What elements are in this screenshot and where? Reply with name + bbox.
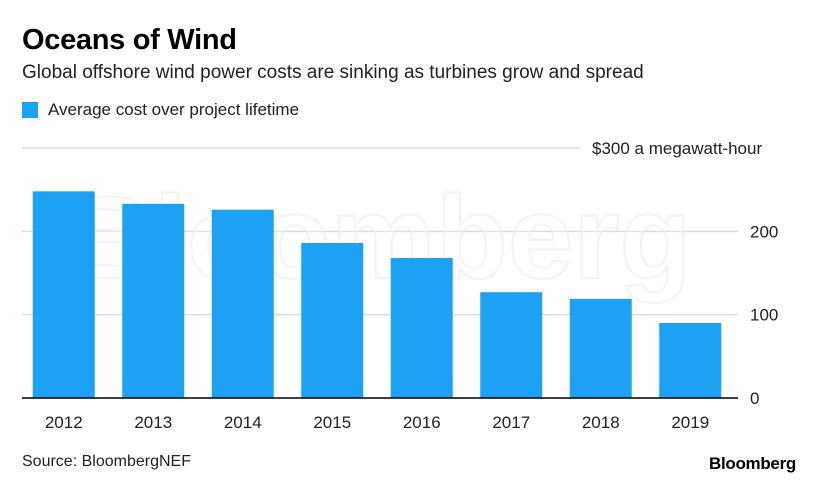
y-tick-label: $300 a megawatt-hour (592, 139, 762, 158)
bar-2019 (659, 323, 722, 398)
legend-label: Average cost over project lifetime (48, 100, 300, 119)
bar-2017 (480, 292, 543, 398)
x-tick-label: 2019 (671, 413, 709, 432)
x-tick-label: 2017 (492, 413, 530, 432)
x-tick-label: 2018 (582, 413, 620, 432)
bar-2012 (32, 191, 95, 398)
bar-2014 (211, 209, 274, 398)
x-tick-label: 2016 (403, 413, 441, 432)
chart-subtitle: Global offshore wind power costs are sin… (22, 62, 644, 83)
y-tick-label: 100 (750, 306, 778, 325)
source-note: Source: BloombergNEF (22, 453, 191, 470)
brand-logo: Bloomberg (708, 454, 796, 473)
x-tick-label: 2015 (313, 413, 351, 432)
legend: Average cost over project lifetime (22, 100, 299, 120)
y-tick-label: 200 (750, 222, 778, 241)
bar-2018 (569, 298, 632, 398)
chart-title: Oceans of Wind (22, 24, 237, 56)
x-tick-label: 2013 (134, 413, 172, 432)
legend-swatch (22, 102, 38, 118)
x-tick-label: 2014 (224, 413, 262, 432)
y-tick-label: 0 (750, 389, 759, 408)
bar-2013 (122, 203, 185, 398)
bar-2015 (301, 243, 364, 398)
bar-2016 (390, 258, 453, 398)
x-tick-label: 2012 (45, 413, 83, 432)
